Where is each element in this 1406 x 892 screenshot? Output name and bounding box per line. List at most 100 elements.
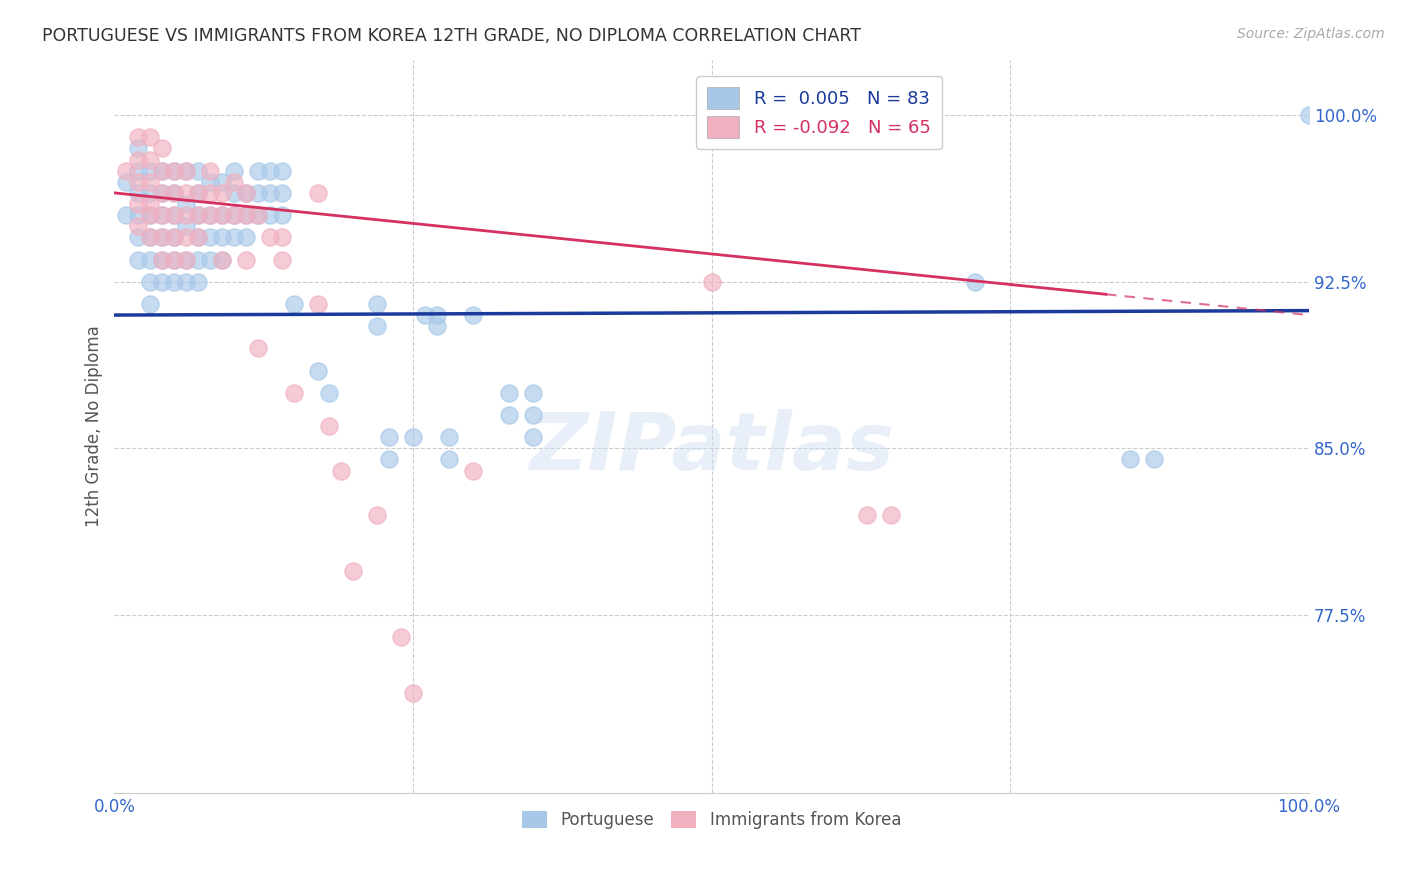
Point: [222, 186, 245, 200]
Point: [187, 186, 209, 200]
Point: [259, 186, 281, 200]
Text: ZIPatlas: ZIPatlas: [529, 409, 894, 487]
Point: [378, 452, 401, 467]
Point: [174, 208, 197, 222]
Point: [880, 508, 903, 522]
Point: [437, 430, 460, 444]
Point: [307, 297, 329, 311]
Point: [163, 230, 186, 244]
Point: [522, 430, 544, 444]
Point: [115, 175, 138, 189]
Point: [235, 186, 257, 200]
Point: [963, 275, 986, 289]
Point: [127, 197, 149, 211]
Point: [522, 408, 544, 422]
Point: [115, 208, 138, 222]
Point: [127, 163, 149, 178]
Point: [402, 686, 425, 700]
Point: [187, 252, 209, 267]
Point: [211, 252, 233, 267]
Point: [413, 308, 436, 322]
Point: [307, 186, 329, 200]
Point: [700, 275, 723, 289]
Point: [127, 130, 149, 145]
Point: [174, 219, 197, 234]
Point: [461, 308, 484, 322]
Point: [222, 163, 245, 178]
Point: [461, 464, 484, 478]
Point: [139, 153, 162, 167]
Point: [127, 186, 149, 200]
Y-axis label: 12th Grade, No Diploma: 12th Grade, No Diploma: [86, 326, 103, 527]
Point: [174, 197, 197, 211]
Point: [856, 508, 879, 522]
Point: [270, 186, 292, 200]
Point: [1298, 108, 1320, 122]
Point: [127, 153, 149, 167]
Point: [150, 186, 173, 200]
Point: [187, 230, 209, 244]
Point: [259, 208, 281, 222]
Point: [187, 186, 209, 200]
Point: [211, 252, 233, 267]
Point: [222, 208, 245, 222]
Legend: Portuguese, Immigrants from Korea: Portuguese, Immigrants from Korea: [516, 804, 908, 836]
Point: [139, 275, 162, 289]
Point: [198, 230, 221, 244]
Point: [150, 141, 173, 155]
Point: [139, 230, 162, 244]
Point: [150, 230, 173, 244]
Point: [163, 186, 186, 200]
Point: [127, 219, 149, 234]
Point: [498, 408, 520, 422]
Point: [174, 163, 197, 178]
Point: [198, 208, 221, 222]
Point: [139, 130, 162, 145]
Point: [187, 208, 209, 222]
Point: [139, 163, 162, 178]
Point: [174, 230, 197, 244]
Point: [246, 208, 269, 222]
Point: [127, 208, 149, 222]
Point: [174, 252, 197, 267]
Point: [150, 163, 173, 178]
Point: [211, 175, 233, 189]
Point: [246, 163, 269, 178]
Point: [127, 175, 149, 189]
Point: [139, 186, 162, 200]
Point: [211, 208, 233, 222]
Point: [139, 252, 162, 267]
Point: [222, 175, 245, 189]
Point: [246, 342, 269, 356]
Point: [342, 564, 364, 578]
Point: [235, 208, 257, 222]
Point: [174, 275, 197, 289]
Point: [426, 319, 449, 334]
Point: [163, 252, 186, 267]
Point: [150, 230, 173, 244]
Point: [378, 430, 401, 444]
Point: [211, 208, 233, 222]
Point: [139, 208, 162, 222]
Point: [150, 252, 173, 267]
Point: [259, 163, 281, 178]
Point: [187, 230, 209, 244]
Point: [1119, 452, 1142, 467]
Point: [270, 252, 292, 267]
Point: [150, 163, 173, 178]
Point: [402, 430, 425, 444]
Point: [150, 275, 173, 289]
Point: [115, 163, 138, 178]
Point: [198, 252, 221, 267]
Point: [163, 252, 186, 267]
Point: [139, 230, 162, 244]
Point: [198, 175, 221, 189]
Point: [366, 319, 388, 334]
Text: PORTUGUESE VS IMMIGRANTS FROM KOREA 12TH GRADE, NO DIPLOMA CORRELATION CHART: PORTUGUESE VS IMMIGRANTS FROM KOREA 12TH…: [42, 27, 862, 45]
Point: [187, 163, 209, 178]
Point: [150, 252, 173, 267]
Point: [150, 186, 173, 200]
Point: [426, 308, 449, 322]
Point: [187, 208, 209, 222]
Point: [174, 252, 197, 267]
